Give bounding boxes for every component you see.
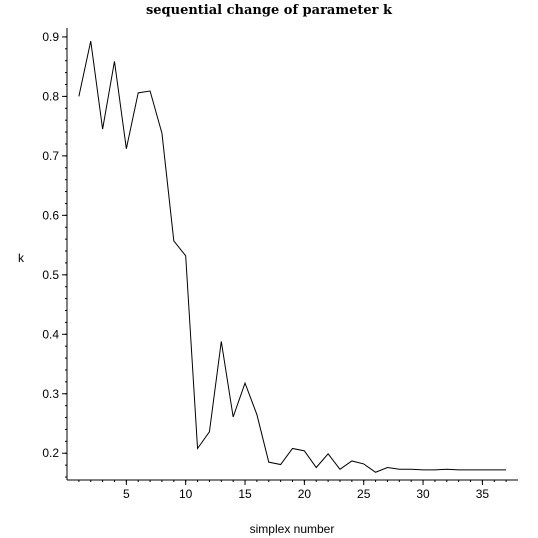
y-tick-label: 0.8 (42, 89, 59, 103)
y-tick-label: 0.9 (42, 30, 59, 44)
y-tick-label: 0.4 (42, 327, 59, 341)
series (78, 40, 507, 473)
y-axis-label: k (18, 251, 25, 265)
x-tick-label: 25 (357, 487, 371, 501)
x-ticks: 5 10 15 20 25 30 35 (78, 480, 507, 501)
y-tick-label: 0.7 (42, 149, 59, 163)
y-tick-label: 0.5 (42, 268, 59, 282)
axes (66, 28, 518, 481)
x-tick-label: 30 (416, 487, 430, 501)
x-tick-label: 5 (123, 487, 130, 501)
y-tick-label: 0.6 (42, 208, 59, 222)
y-tick-label: 0.2 (42, 446, 59, 460)
x-tick-label: 15 (238, 487, 252, 501)
y-tick-label: 0.3 (42, 387, 59, 401)
x-axis-label: simplex number (250, 522, 335, 536)
x-tick-label: 10 (179, 487, 193, 501)
x-tick-label: 35 (476, 487, 490, 501)
y-ticks: 0.2 0.3 0.4 0.5 0.6 0.7 0.8 0.9 (42, 30, 67, 478)
x-tick-label: 20 (298, 487, 312, 501)
chart-title: sequential change of parameter k (146, 3, 393, 18)
series-line (78, 40, 507, 473)
